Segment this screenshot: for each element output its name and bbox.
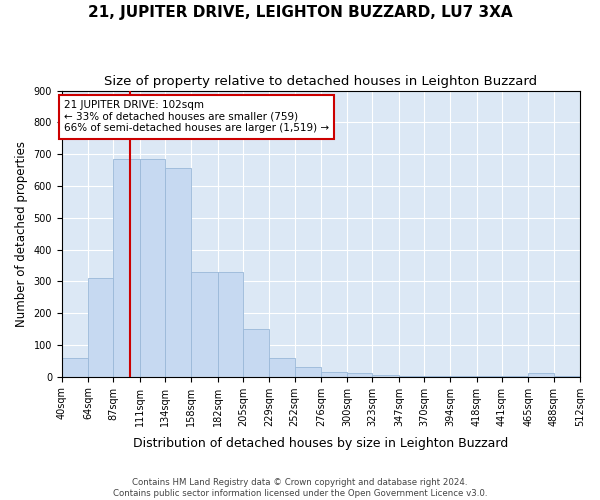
Text: 21 JUPITER DRIVE: 102sqm
← 33% of detached houses are smaller (759)
66% of semi-: 21 JUPITER DRIVE: 102sqm ← 33% of detach… bbox=[64, 100, 329, 134]
Text: 21, JUPITER DRIVE, LEIGHTON BUZZARD, LU7 3XA: 21, JUPITER DRIVE, LEIGHTON BUZZARD, LU7… bbox=[88, 5, 512, 20]
Bar bbox=[62, 358, 88, 376]
Bar bbox=[243, 329, 269, 376]
Bar bbox=[529, 374, 554, 376]
Bar bbox=[165, 168, 191, 376]
Bar bbox=[373, 375, 399, 376]
Bar bbox=[347, 374, 373, 376]
Bar bbox=[321, 372, 347, 376]
Text: Contains HM Land Registry data © Crown copyright and database right 2024.
Contai: Contains HM Land Registry data © Crown c… bbox=[113, 478, 487, 498]
Title: Size of property relative to detached houses in Leighton Buzzard: Size of property relative to detached ho… bbox=[104, 75, 538, 88]
Bar bbox=[113, 159, 140, 376]
Bar bbox=[140, 159, 165, 376]
X-axis label: Distribution of detached houses by size in Leighton Buzzard: Distribution of detached houses by size … bbox=[133, 437, 509, 450]
Bar bbox=[218, 272, 243, 376]
Bar bbox=[88, 278, 113, 376]
Bar bbox=[269, 358, 295, 376]
Y-axis label: Number of detached properties: Number of detached properties bbox=[15, 140, 28, 326]
Bar bbox=[295, 367, 321, 376]
Bar bbox=[191, 272, 218, 376]
